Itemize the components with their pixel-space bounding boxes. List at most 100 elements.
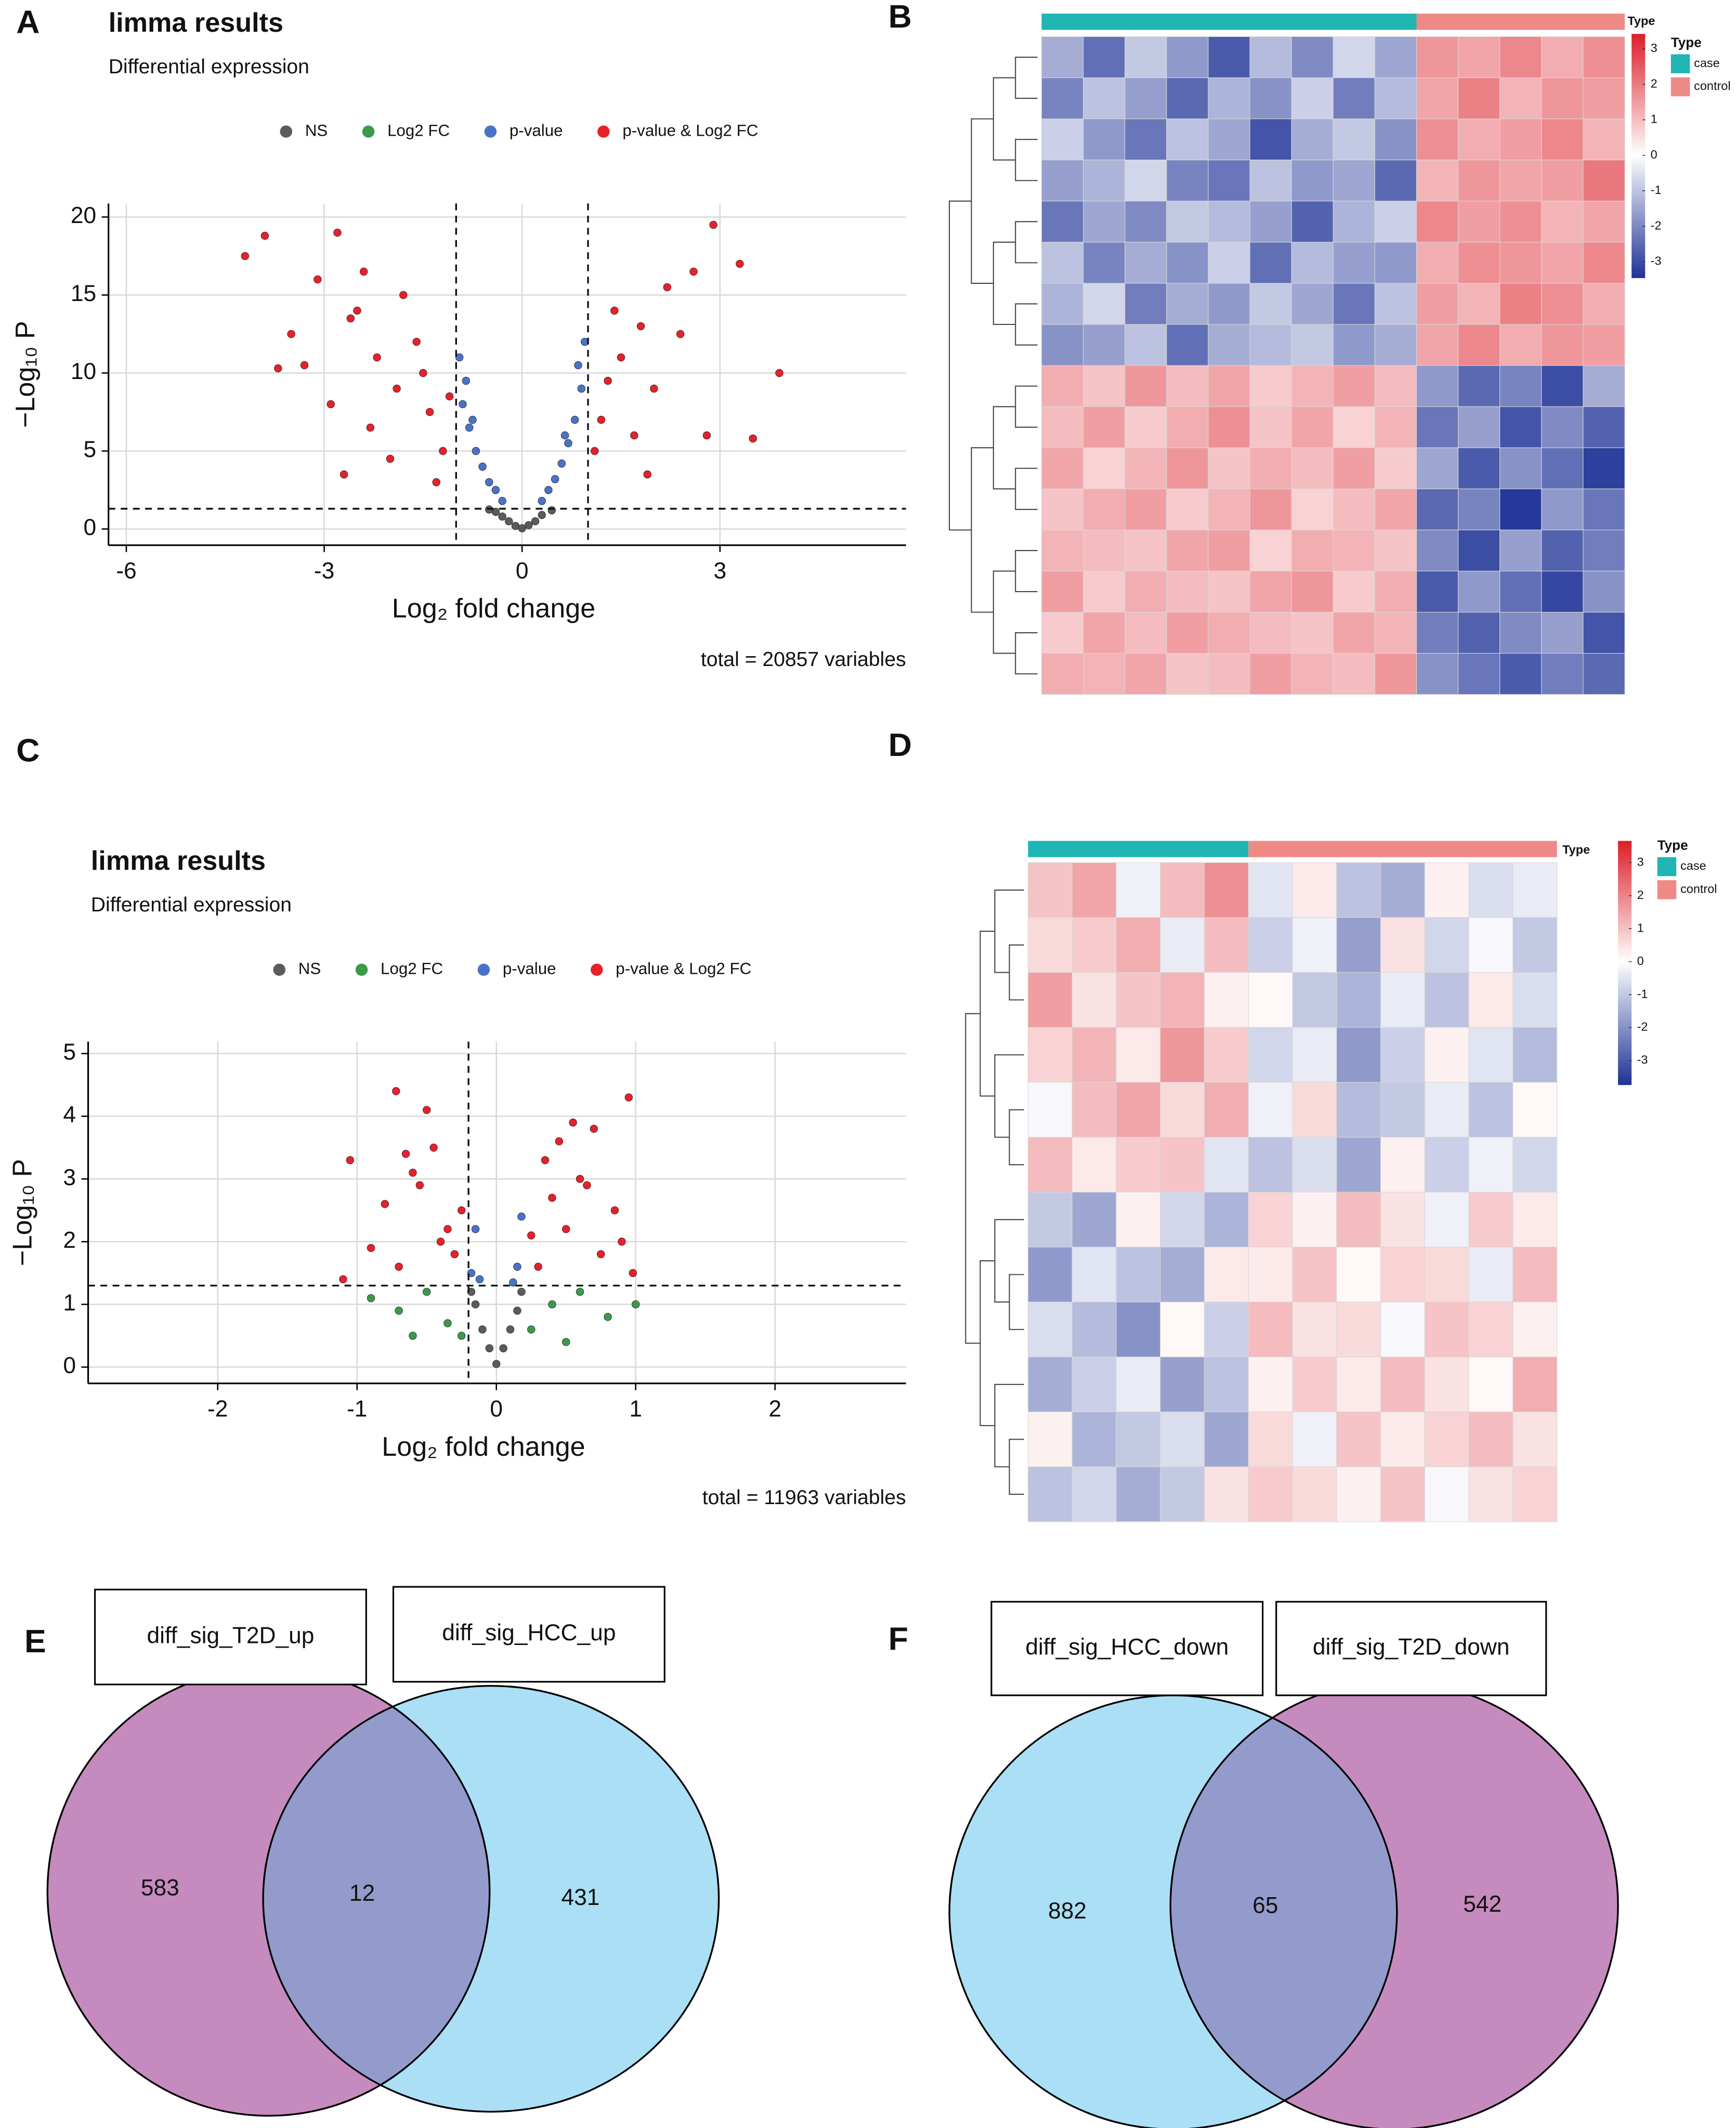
heatmap-cell xyxy=(1208,529,1250,571)
heatmap-cell xyxy=(1583,570,1625,613)
point xyxy=(386,454,395,463)
point xyxy=(525,521,533,529)
heatmap-cell xyxy=(1380,1412,1425,1467)
point xyxy=(576,1174,584,1183)
panel-title: limma results xyxy=(91,846,266,876)
point xyxy=(505,517,513,526)
heatmap-cell xyxy=(1116,1356,1161,1413)
heatmap-cell xyxy=(1416,488,1459,530)
heatmap-cell xyxy=(1512,1466,1558,1522)
heatmap-cell xyxy=(1292,1027,1337,1083)
heatmap-cell xyxy=(1248,1356,1293,1413)
heatmap-cell xyxy=(1424,1356,1469,1413)
point xyxy=(538,511,546,519)
point xyxy=(314,275,322,284)
heatmap-cell xyxy=(1125,201,1167,243)
point xyxy=(260,231,269,240)
heatmap-cell xyxy=(1125,119,1167,161)
point xyxy=(436,1237,445,1246)
point xyxy=(610,1206,619,1215)
heatmap-cell xyxy=(1248,1137,1293,1193)
point xyxy=(513,1307,521,1315)
point xyxy=(412,337,421,346)
legend-label: p-value xyxy=(510,121,563,139)
heatmap-cell xyxy=(1292,1466,1337,1522)
point xyxy=(485,1344,494,1352)
point xyxy=(570,415,579,424)
point xyxy=(346,1156,355,1165)
point xyxy=(597,415,606,424)
heatmap-cell xyxy=(1424,862,1469,918)
heatmap-cell xyxy=(1416,201,1459,243)
point xyxy=(650,384,658,393)
point xyxy=(555,1137,563,1145)
heatmap-cell xyxy=(1116,1137,1161,1193)
point xyxy=(775,369,784,377)
heatmap-cell xyxy=(1541,488,1584,530)
heatmap-cell xyxy=(1458,119,1500,161)
heatmap-cell xyxy=(1416,570,1459,613)
heatmap-cell xyxy=(1416,242,1459,284)
heatmap-cell xyxy=(1291,529,1334,571)
heatmap-cell xyxy=(1424,1247,1469,1302)
heatmap-cell xyxy=(1125,611,1167,654)
heatmap-cell xyxy=(1072,1137,1117,1193)
heatmap-cell xyxy=(1204,1301,1249,1357)
heatmap-cell xyxy=(1380,1082,1425,1138)
heatmap-cell xyxy=(1541,570,1584,613)
heatmap-cell xyxy=(1512,1301,1558,1357)
heatmap-cell xyxy=(1336,1247,1381,1302)
heatmap-cell xyxy=(1541,324,1584,366)
heatmap-cell xyxy=(1166,160,1209,202)
heatmap-cell xyxy=(1160,1412,1205,1467)
point xyxy=(492,1360,501,1368)
heatmap-cell xyxy=(1082,611,1126,654)
heatmap-cell xyxy=(1374,201,1417,243)
heatmap-cell xyxy=(1072,1301,1117,1357)
heatmap-cell xyxy=(1333,529,1375,571)
point xyxy=(439,447,447,455)
point xyxy=(471,1300,480,1309)
heatmap-cell xyxy=(1333,653,1375,695)
heatmap-cell xyxy=(1166,406,1209,448)
legend-label: case xyxy=(1680,859,1706,872)
heatmap-cell xyxy=(1292,1247,1337,1302)
set-label: diff_sig_T2D_up xyxy=(147,1623,314,1648)
heatmap-cell xyxy=(1166,488,1209,530)
heatmap-cell xyxy=(1291,36,1334,79)
heatmap-cell xyxy=(1416,283,1459,325)
point xyxy=(419,369,427,377)
legend-label: case xyxy=(1694,56,1720,70)
point xyxy=(548,1194,556,1202)
heatmap-cell xyxy=(1336,862,1381,918)
colorbar-tick-label: -3 xyxy=(1651,254,1662,268)
heatmap-cell xyxy=(1292,917,1337,973)
heatmap-cell xyxy=(1249,611,1292,654)
point xyxy=(551,475,559,484)
heatmap-cell xyxy=(1166,119,1209,161)
heatmap-cell xyxy=(1374,653,1417,695)
heatmap-cell xyxy=(1041,529,1084,571)
heatmap-cell xyxy=(1291,653,1334,695)
heatmap-cell xyxy=(1416,365,1459,407)
heatmap-cell xyxy=(1204,1137,1249,1193)
heatmap-cell xyxy=(1072,1082,1117,1138)
point xyxy=(475,1275,484,1284)
heatmap-cell xyxy=(1583,406,1625,448)
heatmap-cell xyxy=(1374,77,1417,120)
heatmap-cell xyxy=(1072,1412,1117,1467)
heatmap-cell xyxy=(1416,611,1459,654)
heatmap-cell xyxy=(1204,1412,1249,1467)
legend-label: control xyxy=(1680,882,1717,895)
legend: NS Log2 FC p-value p-value & Log2 FC xyxy=(273,959,751,977)
point xyxy=(443,1319,452,1327)
legend-swatch xyxy=(1657,857,1677,877)
heatmap-cell xyxy=(1336,1027,1381,1083)
heatmap-cell xyxy=(1166,324,1209,366)
heatmap-cell xyxy=(1416,653,1459,695)
y-tick-label: 3 xyxy=(63,1165,76,1190)
point xyxy=(300,361,309,370)
heatmap-cell xyxy=(1116,1412,1161,1467)
dendrogram xyxy=(948,200,972,531)
heatmap-cell xyxy=(1416,119,1459,161)
